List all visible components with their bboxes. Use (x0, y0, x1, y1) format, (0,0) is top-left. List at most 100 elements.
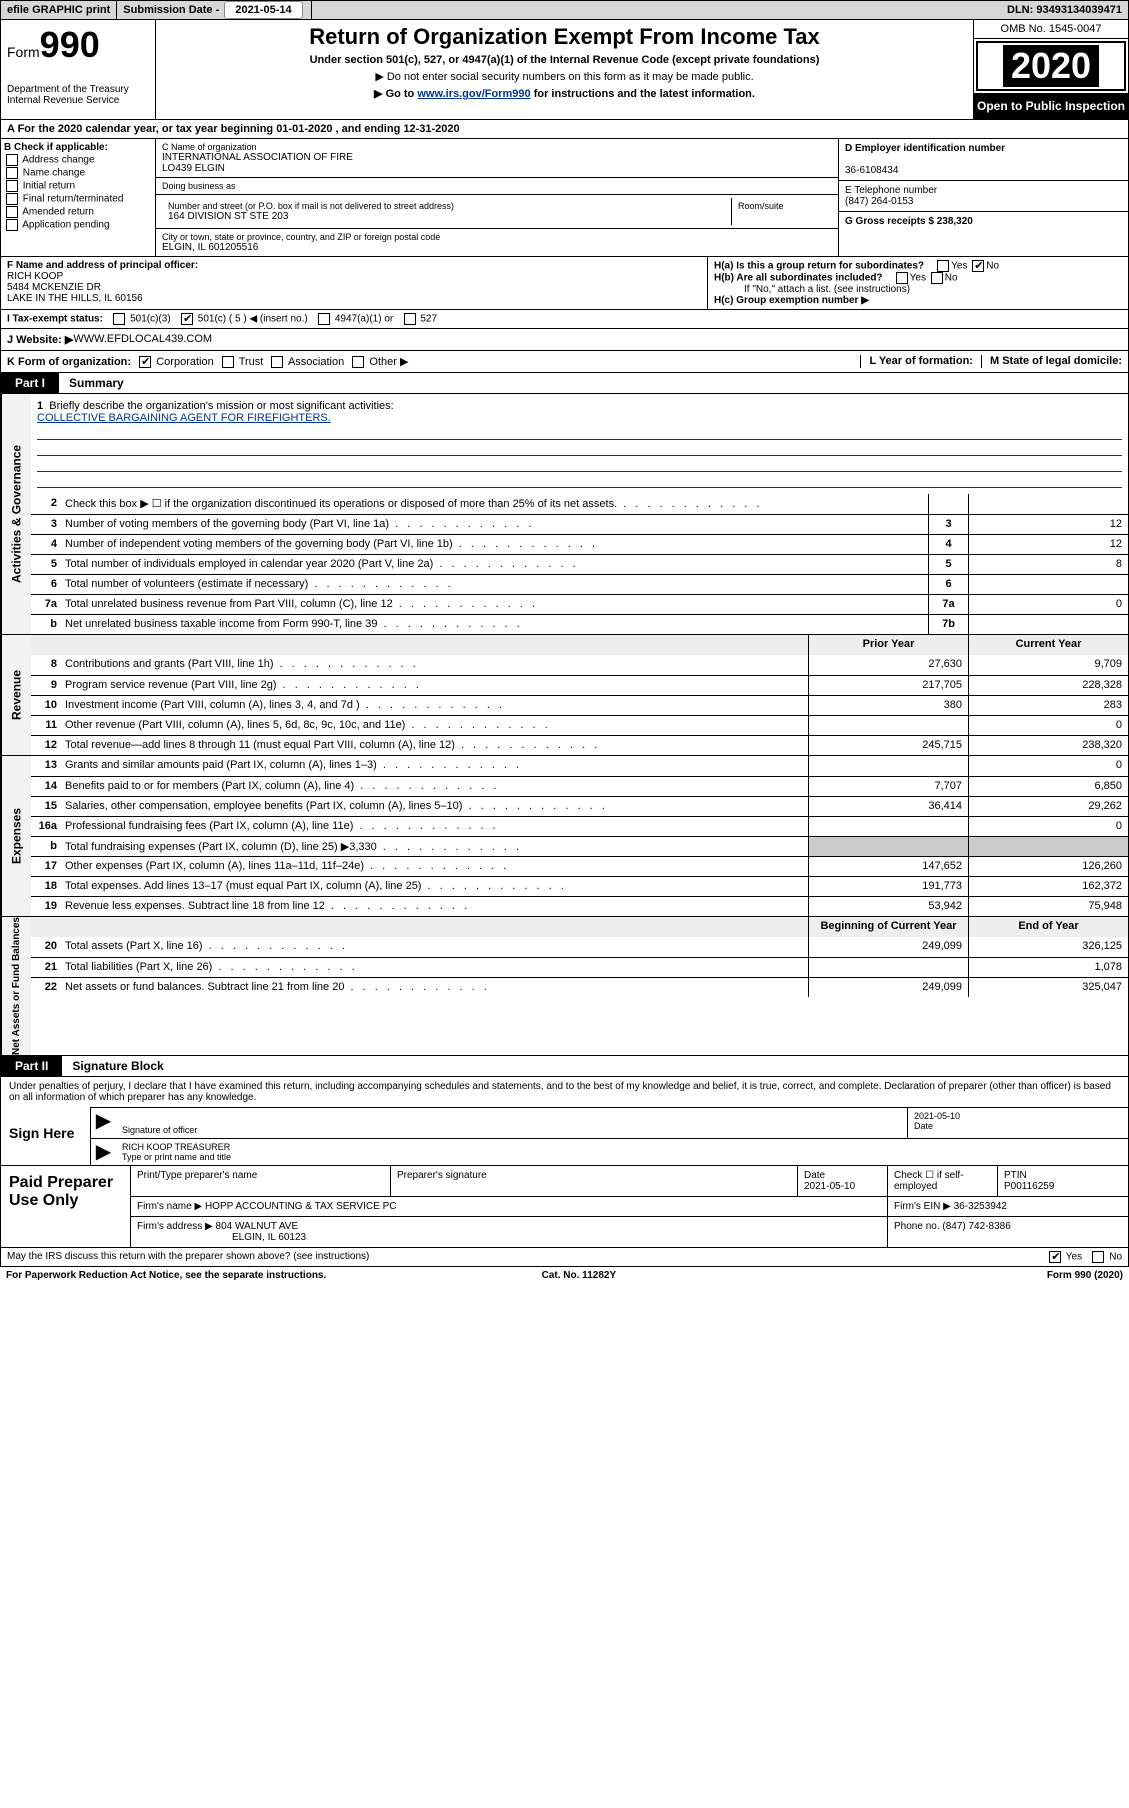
part2-header: Part II Signature Block (0, 1056, 1129, 1077)
hb-no[interactable] (931, 272, 943, 284)
hb-yes[interactable] (896, 272, 908, 284)
vlabel-governance: Activities & Governance (1, 394, 31, 634)
data-line: bTotal fundraising expenses (Part IX, co… (31, 836, 1128, 856)
omb-number: OMB No. 1545-0047 (974, 20, 1128, 39)
open-to-public: Open to Public Inspection (974, 93, 1128, 119)
fh-row: F Name and address of principal officer:… (0, 257, 1129, 310)
mission-text: COLLECTIVE BARGAINING AGENT FOR FIREFIGH… (37, 412, 331, 424)
te-4947[interactable] (318, 313, 330, 325)
governance-section: Activities & Governance 1 Briefly descri… (0, 394, 1129, 635)
cb-name-change[interactable]: Name change (4, 167, 152, 179)
data-line: 12Total revenue—add lines 8 through 11 (… (31, 735, 1128, 755)
firm-name: HOPP ACCOUNTING & TAX SERVICE PC (205, 1201, 397, 1212)
signature-block: Under penalties of perjury, I declare th… (0, 1077, 1129, 1248)
section-d: D Employer identification number 36-6108… (838, 139, 1128, 256)
submission-cell: Submission Date - 2021-05-14 (117, 1, 311, 19)
gov-line: 5Total number of individuals employed in… (31, 554, 1128, 574)
phone-value: (847) 264-0153 (845, 196, 913, 207)
section-b: B Check if applicable: Address change Na… (1, 139, 156, 256)
ha-yes[interactable] (937, 260, 949, 272)
firm-ein: 36-3253942 (954, 1201, 1007, 1212)
gov-line: 3Number of voting members of the governi… (31, 514, 1128, 534)
discuss-no[interactable] (1092, 1251, 1104, 1263)
expenses-section: Expenses 13Grants and similar amounts pa… (0, 756, 1129, 917)
header-left: Form990 Department of the Treasury Inter… (1, 20, 156, 119)
sign-date: 2021-05-10 (914, 1111, 1122, 1121)
data-line: 9Program service revenue (Part VIII, lin… (31, 675, 1128, 695)
dept-label: Department of the Treasury Internal Reve… (7, 84, 149, 106)
k-other[interactable] (352, 356, 364, 368)
gov-line: bNet unrelated business taxable income f… (31, 614, 1128, 634)
paid-preparer-section: Paid Preparer Use Only Print/Type prepar… (1, 1165, 1128, 1247)
data-line: 21Total liabilities (Part X, line 26)1,0… (31, 957, 1128, 977)
submission-date-button[interactable]: 2021-05-14 (224, 1, 302, 19)
gov-line: 4Number of independent voting members of… (31, 534, 1128, 554)
data-line: 16aProfessional fundraising fees (Part I… (31, 816, 1128, 836)
k-corp[interactable] (139, 356, 151, 368)
part1-header: Part I Summary (0, 373, 1129, 394)
te-501c3[interactable] (113, 313, 125, 325)
data-line: 13Grants and similar amounts paid (Part … (31, 756, 1128, 776)
preparer-date: 2021-05-10 (804, 1181, 855, 1192)
header-mid: Return of Organization Exempt From Incom… (156, 20, 973, 119)
data-line: 15Salaries, other compensation, employee… (31, 796, 1128, 816)
tax-year: 2020 (1003, 45, 1099, 87)
form-header: Form990 Department of the Treasury Inter… (0, 20, 1129, 120)
org-street: 164 DIVISION ST STE 203 (168, 211, 725, 222)
gov-line: 7aTotal unrelated business revenue from … (31, 594, 1128, 614)
data-line: 11Other revenue (Part VIII, column (A), … (31, 715, 1128, 735)
vlabel-expenses: Expenses (1, 756, 31, 916)
firm-addr2: ELGIN, IL 60123 (137, 1232, 306, 1243)
net-assets-section: Net Assets or Fund Balances Beginning of… (0, 917, 1129, 1056)
form-subtitle: Under section 501(c), 527, or 4947(a)(1)… (160, 54, 969, 66)
cb-amended-return[interactable]: Amended return (4, 206, 152, 218)
data-line: 18Total expenses. Add lines 13–17 (must … (31, 876, 1128, 896)
sign-here-label: Sign Here (1, 1107, 91, 1165)
officer-name-title: RICH KOOP TREASURER (122, 1142, 1122, 1152)
irs-link[interactable]: www.irs.gov/Form990 (417, 88, 530, 100)
gross-receipts: 238,320 (937, 216, 973, 227)
k-assoc[interactable] (271, 356, 283, 368)
form-page: Form 990 (2020) (1047, 1270, 1123, 1281)
te-527[interactable] (404, 313, 416, 325)
website-row: J Website: ▶ WWW.EFDLOCAL439.COM (0, 329, 1129, 351)
cb-initial-return[interactable]: Initial return (4, 180, 152, 192)
cat-no: Cat. No. 11282Y (542, 1270, 616, 1281)
topbar: efile GRAPHIC print Submission Date - 20… (0, 0, 1129, 20)
cb-final-return[interactable]: Final return/terminated (4, 193, 152, 205)
org-city: ELGIN, IL 601205516 (162, 242, 832, 253)
note-ssn: ▶ Do not enter social security numbers o… (160, 70, 969, 83)
dln-cell: DLN: 93493134039471 (1001, 1, 1128, 19)
revenue-header-row: Prior Year Current Year (31, 635, 1128, 655)
vlabel-revenue: Revenue (1, 635, 31, 755)
data-line: 17Other expenses (Part IX, column (A), l… (31, 856, 1128, 876)
section-h: H(a) Is this a group return for subordin… (708, 257, 1128, 309)
line-1-briefly: 1 Briefly describe the organization's mi… (31, 394, 1128, 494)
note-goto: ▶ Go to www.irs.gov/Form990 for instruct… (160, 87, 969, 100)
efile-label: efile GRAPHIC print (1, 1, 117, 19)
te-501c[interactable] (181, 313, 193, 325)
ha-no[interactable] (972, 260, 984, 272)
data-line: 19Revenue less expenses. Subtract line 1… (31, 896, 1128, 916)
data-line: 20Total assets (Part X, line 16)249,0993… (31, 937, 1128, 957)
org-name: INTERNATIONAL ASSOCIATION OF FIRE LO439 … (162, 152, 832, 174)
tax-exempt-row: I Tax-exempt status: 501(c)(3) 501(c) ( … (0, 310, 1129, 329)
gov-line: 2Check this box ▶ ☐ if the organization … (31, 494, 1128, 514)
form-number: 990 (40, 24, 100, 65)
k-row: K Form of organization: Corporation Trus… (0, 351, 1129, 373)
firm-addr1: 804 WALNUT AVE (216, 1221, 299, 1232)
officer-name: RICH KOOP (7, 271, 63, 282)
cb-address-change[interactable]: Address change (4, 154, 152, 166)
form-title: Return of Organization Exempt From Incom… (160, 24, 969, 50)
revenue-section: Revenue Prior Year Current Year 8Contrib… (0, 635, 1129, 756)
dln-value: 93493134039471 (1036, 4, 1122, 16)
ptin-value: P00116259 (1004, 1181, 1054, 1192)
ein-value: 36-6108434 (845, 165, 898, 176)
firm-phone: (847) 742-8386 (942, 1221, 1010, 1232)
cb-application-pending[interactable]: Application pending (4, 219, 152, 231)
discuss-yes[interactable] (1049, 1251, 1061, 1263)
k-trust[interactable] (222, 356, 234, 368)
section-c: C Name of organization INTERNATIONAL ASS… (156, 139, 838, 256)
perjury-text: Under penalties of perjury, I declare th… (1, 1077, 1128, 1107)
website-value: WWW.EFDLOCAL439.COM (73, 333, 212, 346)
